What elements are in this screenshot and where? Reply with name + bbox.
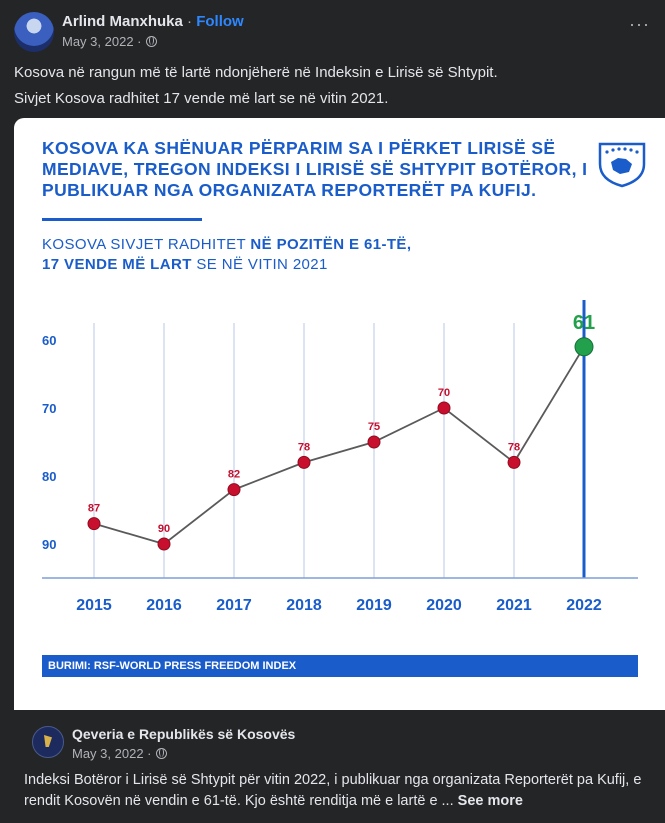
globe-icon <box>145 36 157 47</box>
data-point-2021 <box>507 455 521 469</box>
infographic-subtitle: KOSOVA SIVJET RADHITET NË POZITËN E 61-T… <box>42 235 411 275</box>
shared-post-attachment[interactable]: Qeveria e Republikës së Kosovës May 3, 2… <box>14 712 665 823</box>
shared-date-row: May 3, 2022 · <box>72 746 167 761</box>
x-tick-2017: 2017 <box>216 597 252 614</box>
data-label-2015: 87 <box>88 503 100 515</box>
shared-body: Indeksi Botëror i Lirisë së Shtypit për … <box>24 772 642 809</box>
shared-page-name[interactable]: Qeveria e Republikës së Kosovës <box>72 726 296 742</box>
post-date-row: May 3, 2022 · <box>62 34 157 49</box>
post-text-line-2: Sivjet Kosova radhitet 17 vende më lart … <box>14 90 389 107</box>
headline-underline <box>42 218 202 221</box>
data-label-2021: 78 <box>508 441 520 453</box>
data-label-2022: 61 <box>573 312 595 334</box>
data-label-2017: 82 <box>228 469 240 481</box>
more-options-icon[interactable]: ··· <box>629 14 650 34</box>
y-tick-80: 80 <box>42 469 56 484</box>
globe-icon <box>155 748 167 759</box>
x-tick-2021: 2021 <box>496 597 532 614</box>
author-line: Arlind Manxhuka · Follow <box>62 13 244 30</box>
data-point-2015 <box>87 517 101 531</box>
data-label-2020: 70 <box>438 387 450 399</box>
y-tick-90: 90 <box>42 537 56 552</box>
data-point-2019 <box>367 435 381 449</box>
author-avatar[interactable] <box>14 12 54 52</box>
shared-date[interactable]: May 3, 2022 · <box>72 746 152 761</box>
x-tick-2018: 2018 <box>286 597 322 614</box>
sub-c: 17 VENDE MË LART <box>42 256 192 273</box>
sub-a: KOSOVA SIVJET RADHITET <box>42 236 251 253</box>
sub-b: NË POZITËN E 61-TË, <box>250 236 412 253</box>
data-point-2017 <box>227 483 241 497</box>
kosovo-emblem-icon <box>598 142 646 188</box>
x-tick-2022: 2022 <box>566 597 602 614</box>
y-tick-70: 70 <box>42 401 56 416</box>
post-header: Arlind Manxhuka · Follow May 3, 2022 · ·… <box>14 10 654 52</box>
data-point-2022 <box>574 337 594 357</box>
data-label-2016: 90 <box>158 523 170 535</box>
series-line <box>93 346 585 545</box>
shared-text: Indeksi Botëror i Lirisë së Shtypit për … <box>24 770 659 812</box>
follow-button[interactable]: Follow <box>196 13 244 30</box>
x-tick-2020: 2020 <box>426 597 462 614</box>
data-point-2016 <box>157 537 171 551</box>
x-tick-2019: 2019 <box>356 597 392 614</box>
source-bar: BURIMI: RSF-WORLD PRESS FREEDOM INDEX <box>42 655 638 677</box>
data-point-2020 <box>437 401 451 415</box>
post-text-line-1: Kosova në rangun më të lartë ndonjëherë … <box>14 64 498 81</box>
see-more-link[interactable]: See more <box>457 793 523 809</box>
data-point-2018 <box>297 455 311 469</box>
infographic-image[interactable]: KOSOVA KA SHËNUAR PËRPARIM SA I PËRKET L… <box>14 118 665 710</box>
data-label-2019: 75 <box>368 421 380 433</box>
ranking-line-chart: 2015 2016 2017 2018 2019 2020 2021 2022 60 70 80 90… <box>42 300 638 614</box>
sub-d: SE NË VITIN 2021 <box>191 256 328 273</box>
y-tick-60: 60 <box>42 333 56 348</box>
post-date[interactable]: May 3, 2022 · <box>62 34 142 49</box>
data-label-2018: 78 <box>298 441 310 453</box>
author-name[interactable]: Arlind Manxhuka <box>62 13 183 30</box>
infographic-headline: KOSOVA KA SHËNUAR PËRPARIM SA I PËRKET L… <box>42 138 588 200</box>
separator: · <box>182 13 197 30</box>
x-tick-2015: 2015 <box>76 597 112 614</box>
page-logo[interactable] <box>32 726 64 758</box>
x-tick-2016: 2016 <box>146 597 182 614</box>
